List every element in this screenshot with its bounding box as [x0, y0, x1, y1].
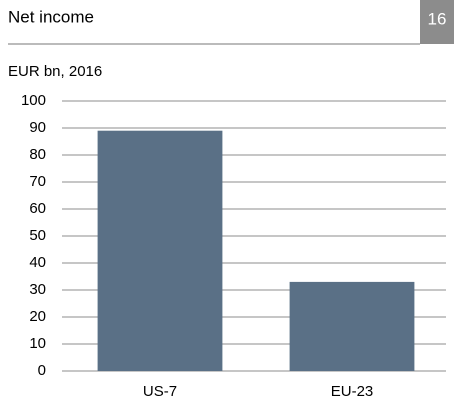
y-tick-label: 100: [21, 92, 46, 109]
y-tick-label: 0: [38, 362, 46, 379]
y-tick-label: 90: [29, 119, 46, 136]
y-tick-label: 70: [29, 173, 46, 190]
y-tick-label: 30: [29, 281, 46, 298]
chart-subtitle: EUR bn, 2016: [8, 63, 102, 80]
y-tick-label: 20: [29, 308, 46, 325]
bar: [97, 130, 223, 371]
x-tick-label: US-7: [143, 383, 177, 400]
x-tick-label: EU-23: [331, 383, 374, 400]
page-number-box: [420, 0, 454, 44]
chart-title: Net income: [8, 7, 94, 26]
y-tick-label: 40: [29, 254, 46, 271]
page-number: 16: [428, 9, 447, 28]
y-tick-label: 80: [29, 146, 46, 163]
y-tick-label: 50: [29, 227, 46, 244]
y-tick-label: 60: [29, 200, 46, 217]
y-tick-label: 10: [29, 335, 46, 352]
bar: [289, 281, 415, 371]
